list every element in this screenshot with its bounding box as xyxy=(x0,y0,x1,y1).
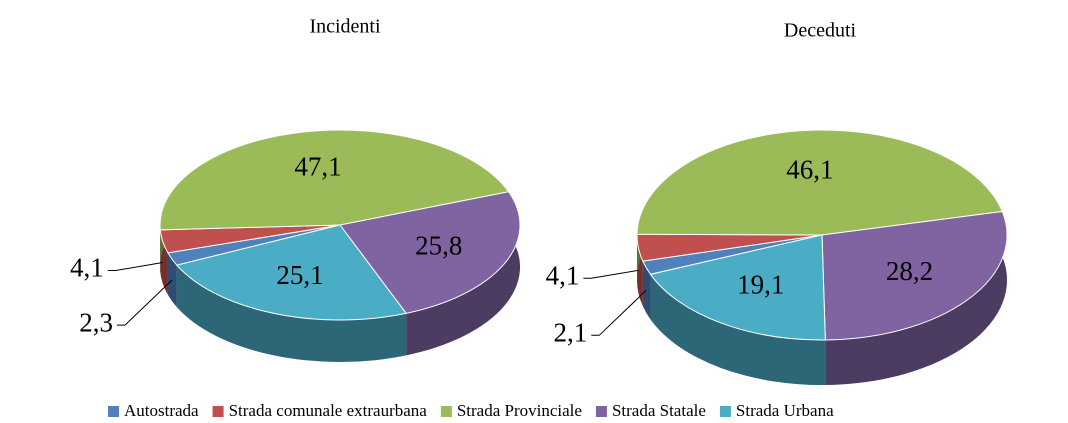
slice-side xyxy=(406,191,521,356)
slice xyxy=(175,224,407,321)
value-label: 28,2 xyxy=(886,256,933,286)
value-label: 47,1 xyxy=(294,151,341,181)
slice-side-shade xyxy=(825,211,1007,385)
slice-side xyxy=(650,274,826,385)
legend-label: Autostrada xyxy=(124,401,199,420)
legend-swatch xyxy=(595,406,607,417)
value-label: 2,1 xyxy=(554,318,588,348)
slice xyxy=(821,210,1008,341)
slice-side-shade xyxy=(406,191,521,356)
leader-line xyxy=(591,289,647,336)
value-label: 19,1 xyxy=(737,270,784,300)
slice-side-shade xyxy=(176,265,407,363)
legend-swatch xyxy=(719,406,731,417)
slice-side-shade xyxy=(650,274,826,385)
value-label: 25,1 xyxy=(276,260,323,290)
slice-side xyxy=(167,252,177,308)
slice xyxy=(159,129,510,231)
legend-label: Strada Urbana xyxy=(736,401,834,420)
value-label: 25,8 xyxy=(415,230,462,260)
leader-line xyxy=(107,262,163,271)
slice xyxy=(649,234,826,341)
slice xyxy=(636,129,1003,236)
leader-line xyxy=(583,269,639,279)
legend-label: Strada Provinciale xyxy=(457,401,582,420)
leader-line xyxy=(116,279,173,326)
slice-side-shade xyxy=(167,252,177,308)
legend-swatch xyxy=(212,406,224,417)
slice-side xyxy=(176,265,407,363)
slice-side-shade xyxy=(642,261,651,320)
chart-title: Incidenti xyxy=(309,16,381,38)
legend-swatch xyxy=(108,406,119,417)
legend-label: Strada comunale extraurbana xyxy=(229,401,428,420)
slice xyxy=(339,191,521,314)
value-label: 4,1 xyxy=(546,260,580,290)
value-label: 4,1 xyxy=(70,253,104,283)
slice-side xyxy=(642,261,651,320)
legend-label: Strada Statale xyxy=(612,401,706,420)
slice-side xyxy=(825,211,1007,385)
legend-swatch xyxy=(440,406,452,417)
chart-title: Deceduti xyxy=(784,20,857,42)
value-label: 46,1 xyxy=(786,155,833,185)
value-label: 2,3 xyxy=(79,307,113,337)
